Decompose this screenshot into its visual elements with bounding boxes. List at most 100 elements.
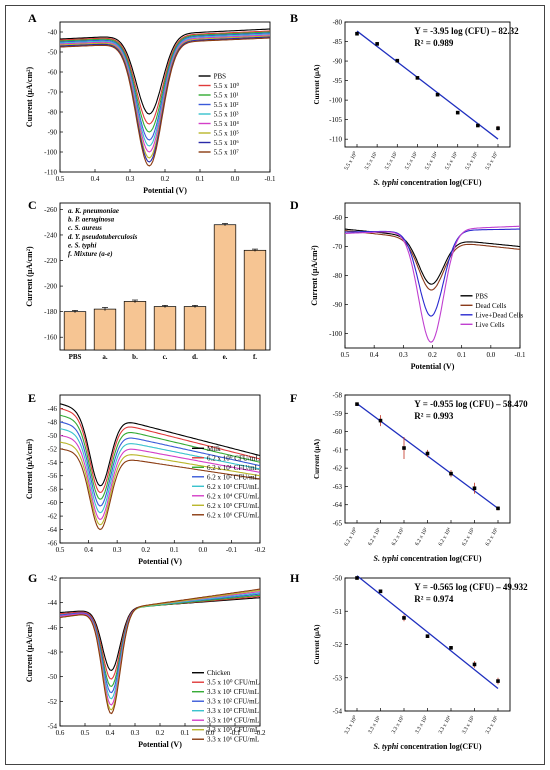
- x-tick-label: 0.3: [113, 546, 122, 554]
- x-tick-label: -0.1: [226, 546, 238, 554]
- y-tick-label: -52: [333, 641, 343, 649]
- y-tick-label: -260: [44, 206, 57, 214]
- y-tick-label: -200: [44, 283, 57, 291]
- y-tick-label: -48: [48, 649, 58, 657]
- legend-label: 5.5 x 10⁴: [214, 120, 240, 128]
- y-tick-label: -54: [48, 459, 58, 467]
- bar: [123, 301, 147, 351]
- x-axis-label-species: S. typhi: [374, 178, 400, 187]
- x-tick-label: 3.3 x 10¹: [367, 715, 382, 735]
- legend-label: 6.2 x 10⁶ CFU/mL: [207, 511, 259, 519]
- x-tick-label: PBS: [69, 353, 82, 361]
- panel-letter: B: [290, 11, 298, 25]
- legend-label: Live+Dead Cells: [476, 311, 524, 319]
- x-tick-label: 0.4: [91, 175, 100, 183]
- series-line: [59, 448, 261, 531]
- panel-letter: C: [28, 198, 37, 212]
- data-point: [425, 634, 430, 638]
- x-tick-label: 5.5 x 10⁷: [485, 151, 500, 171]
- x-axis-label-species: S. typhi: [374, 554, 400, 563]
- y-tick-label: -44: [48, 599, 58, 607]
- bar: [183, 306, 207, 351]
- x-tick-label: 0.3: [399, 351, 408, 359]
- series-line: [59, 403, 261, 487]
- legend-label: Milk: [207, 445, 221, 453]
- y-axis-label: Current (µA): [313, 438, 321, 479]
- x-tick-label: 0.4: [84, 546, 93, 554]
- x-tick-label: -0.1: [229, 729, 241, 737]
- x-tick-label: 0.5: [56, 175, 65, 183]
- y-tick-label: -46: [48, 624, 58, 632]
- r2-label: R² = 0.974: [414, 594, 454, 604]
- x-tick-label: 6.2 x 10²: [391, 527, 406, 547]
- legend-label: Dead Cells: [476, 302, 507, 310]
- x-tick-label: 0.6: [56, 729, 65, 737]
- data-point: [496, 506, 500, 511]
- y-tick-label: -80: [333, 19, 343, 27]
- y-tick-label: -64: [48, 526, 58, 534]
- series-line: [59, 421, 261, 507]
- y-tick-label: -65: [333, 520, 343, 528]
- legend-label: 3.5 x 10⁰ CFU/mL: [207, 679, 260, 687]
- x-tick-label: 5.5 x 10³: [404, 151, 419, 171]
- series-line: [59, 28, 271, 115]
- y-tick-label: -53: [333, 674, 343, 682]
- y-tick-label: -90: [333, 58, 343, 66]
- x-tick-label: 0.0: [486, 351, 495, 359]
- bar: [153, 306, 177, 351]
- x-tick-label: -0.2: [254, 729, 266, 737]
- x-axis-label: Potential (V): [138, 557, 182, 566]
- x-tick-label: e.: [223, 353, 228, 361]
- y-tick-label: -63: [333, 483, 343, 491]
- legend-label: d. Y. pseudotuberculosis: [68, 233, 138, 241]
- y-tick-label: -90: [333, 301, 343, 309]
- data-point: [355, 402, 359, 406]
- y-tick-label: -64: [333, 501, 343, 509]
- y-axis-label: Current (µA/cm²): [25, 438, 34, 499]
- series-line: [345, 228, 520, 317]
- y-tick-label: -66: [48, 540, 58, 548]
- legend-label: 3.3 x 10⁵ CFU/mL: [207, 726, 259, 734]
- legend-label: 6.2 x 10³ CFU/mL: [207, 483, 259, 491]
- x-tick-label: 5.5 x 10⁰: [343, 150, 359, 172]
- data-point: [472, 662, 477, 667]
- y-tick-label: -60: [333, 428, 343, 436]
- y-tick-label: -50: [333, 575, 343, 583]
- x-axis-label: S. typhi concentration log(CFU): [374, 554, 482, 563]
- legend-label: Chicken: [207, 669, 231, 677]
- x-tick-label: 3.3 x 10²: [391, 715, 406, 735]
- legend-label: a. K. pneumoniae: [68, 207, 119, 215]
- panel-letter: A: [28, 11, 37, 25]
- y-tick-label: -56: [48, 472, 58, 480]
- x-tick-label: 0.2: [428, 351, 437, 359]
- x-tick-label: 6.2 x 10¹: [367, 527, 382, 547]
- x-axis-label-rest: concentration log(CFU): [398, 178, 481, 187]
- legend-label: 5.5 x 10⁶: [214, 139, 240, 147]
- y-axis-label: Current (µA/cm²): [25, 621, 34, 682]
- x-tick-label: 0.2: [161, 175, 170, 183]
- data-point: [496, 679, 500, 683]
- figure-frame: [5, 5, 545, 765]
- y-axis-label: Current (µA/cm²): [25, 66, 34, 127]
- x-tick-label: 0.5: [341, 351, 350, 359]
- legend-label: 3.3 x 10⁶ CFU/mL: [207, 736, 259, 744]
- data-point: [435, 92, 440, 97]
- data-point: [425, 451, 430, 456]
- y-tick-label: -58: [48, 486, 58, 494]
- x-tick-label: 0.0: [231, 175, 240, 183]
- x-axis-label-rest: concentration log(CFU): [398, 554, 481, 563]
- data-point: [449, 471, 453, 476]
- legend-label: b. P. aeruginosa: [68, 216, 115, 224]
- y-tick-label: -48: [48, 418, 58, 426]
- x-tick-label: 0.5: [56, 546, 65, 554]
- bar: [243, 249, 267, 351]
- y-tick-label: -42: [48, 575, 58, 583]
- x-tick-label: 5.5 x 10⁵: [444, 151, 459, 171]
- bar: [213, 224, 237, 351]
- y-axis-label: Current (µA): [313, 624, 321, 665]
- x-axis-label: Potential (V): [411, 362, 455, 371]
- y-axis-label: Current (µA): [313, 64, 321, 105]
- y-tick-label: -60: [48, 499, 58, 507]
- equation-label: Y = -0.565 log (CFU) – 49.932: [414, 582, 528, 592]
